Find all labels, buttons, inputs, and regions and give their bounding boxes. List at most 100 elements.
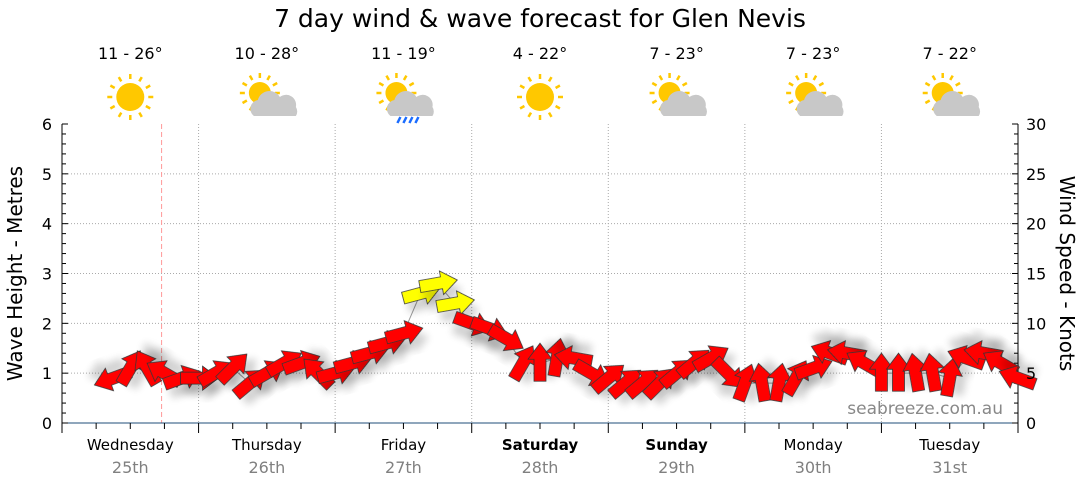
sun-ray [547, 111, 553, 118]
right-tick-label: 15 [1026, 265, 1046, 284]
wind-arrow [418, 270, 458, 296]
sun-ray [138, 76, 143, 83]
left-tick-label: 2 [42, 314, 52, 333]
left-tick-label: 3 [42, 265, 52, 284]
day-temperature: 4 - 22° [513, 44, 567, 63]
sun-disc [116, 83, 145, 111]
sun-ray [658, 75, 664, 81]
left-tick-label: 0 [42, 414, 52, 433]
sun-ray [117, 111, 123, 118]
sun-ray [109, 104, 116, 110]
sun-ray [519, 104, 526, 110]
sun-ray [681, 81, 688, 87]
day-name: Friday [381, 436, 427, 454]
chart-title: 7 day wind & wave forecast for Glen Nevi… [274, 4, 806, 33]
sun-ray [924, 81, 931, 87]
day-date: 25th [112, 458, 149, 477]
sun-ray [241, 99, 248, 105]
sun-ray [651, 81, 658, 87]
wind-arrow [527, 342, 553, 382]
sun-ray [272, 81, 278, 87]
sun-ray [949, 75, 954, 81]
sun-icon [517, 74, 563, 120]
wind-arrow [710, 355, 743, 388]
sun-ray [554, 84, 561, 90]
right-tick-label: 25 [1026, 165, 1046, 184]
partly-cloudy-icon [239, 73, 298, 116]
sun-ray [402, 75, 408, 81]
sun-icon [107, 74, 154, 120]
wind-arrow [998, 364, 1038, 391]
wind-arrow [691, 345, 729, 373]
right-tick-label: 30 [1026, 115, 1046, 134]
sun-ray [554, 104, 561, 110]
cloud-shape [250, 91, 298, 116]
day-temperature: 11 - 26° [98, 44, 163, 63]
sun-ray [378, 81, 385, 87]
left-tick-label: 6 [42, 115, 52, 134]
sun-ray [651, 99, 658, 105]
sun-ray [818, 81, 825, 87]
day-temperature: 7 - 22° [922, 44, 976, 63]
wind-arrow [486, 323, 524, 352]
sun-ray [527, 111, 533, 118]
sun-ray [527, 76, 533, 83]
left-tick-label: 4 [42, 215, 52, 234]
sun-ray [378, 99, 385, 105]
day-date: 27th [385, 458, 422, 477]
sun-ray [266, 75, 271, 81]
day-date: 30th [795, 458, 832, 477]
watermark: seabreeze.com.au [847, 399, 1003, 419]
sun-ray [931, 75, 937, 81]
wind-arrow [383, 320, 424, 345]
sun-ray [145, 84, 151, 90]
sun-ray [408, 81, 415, 87]
cloud-shape [796, 91, 844, 116]
left-axis-label: Wave Height - Metres [3, 166, 27, 381]
day-temperature: 11 - 19° [371, 44, 436, 63]
day-temperature: 7 - 23° [786, 44, 840, 63]
right-tick-label: 10 [1026, 314, 1046, 333]
sun-ray [795, 75, 800, 81]
day-date: 26th [248, 458, 285, 477]
sun-ray [955, 81, 961, 87]
day-date: 31st [932, 458, 967, 477]
cloud-shape [933, 91, 981, 116]
rain-icon [376, 73, 434, 124]
wind-arrow [885, 352, 912, 392]
cloud-shape [660, 91, 707, 116]
day-name: Monday [784, 436, 843, 454]
right-tick-label: 20 [1026, 215, 1046, 234]
wind-arrow [435, 290, 475, 316]
sun-ray [675, 75, 681, 81]
sun-disc [526, 83, 554, 111]
day-name: Thursday [231, 436, 302, 454]
rain-drop [408, 116, 414, 124]
sun-ray [788, 81, 794, 87]
day-temperature: 10 - 28° [235, 44, 300, 63]
partly-cloudy-icon [922, 73, 981, 116]
sun-ray [547, 76, 553, 83]
left-tick-label: 1 [42, 364, 52, 383]
sun-ray [788, 99, 794, 105]
partly-cloudy-icon [786, 73, 844, 116]
sun-ray [241, 81, 248, 87]
day-name: Tuesday [918, 436, 980, 454]
right-tick-label: 0 [1026, 414, 1036, 433]
day-date: 29th [658, 458, 695, 477]
wind-arrow [868, 352, 895, 392]
wind-arrow [937, 357, 963, 398]
sun-ray [117, 76, 123, 83]
wind-arrow [919, 352, 945, 393]
sun-ray [109, 84, 116, 90]
partly-cloudy-icon [649, 73, 707, 116]
cloud-shape [386, 91, 434, 116]
day-name: Saturday [502, 436, 579, 454]
rain-drop [396, 116, 402, 124]
sun-ray [145, 104, 151, 110]
right-axis-label: Wind Speed - Knots [1055, 176, 1079, 372]
sun-ray [519, 84, 526, 90]
sun-ray [248, 75, 254, 81]
day-temperature: 7 - 23° [649, 44, 703, 63]
